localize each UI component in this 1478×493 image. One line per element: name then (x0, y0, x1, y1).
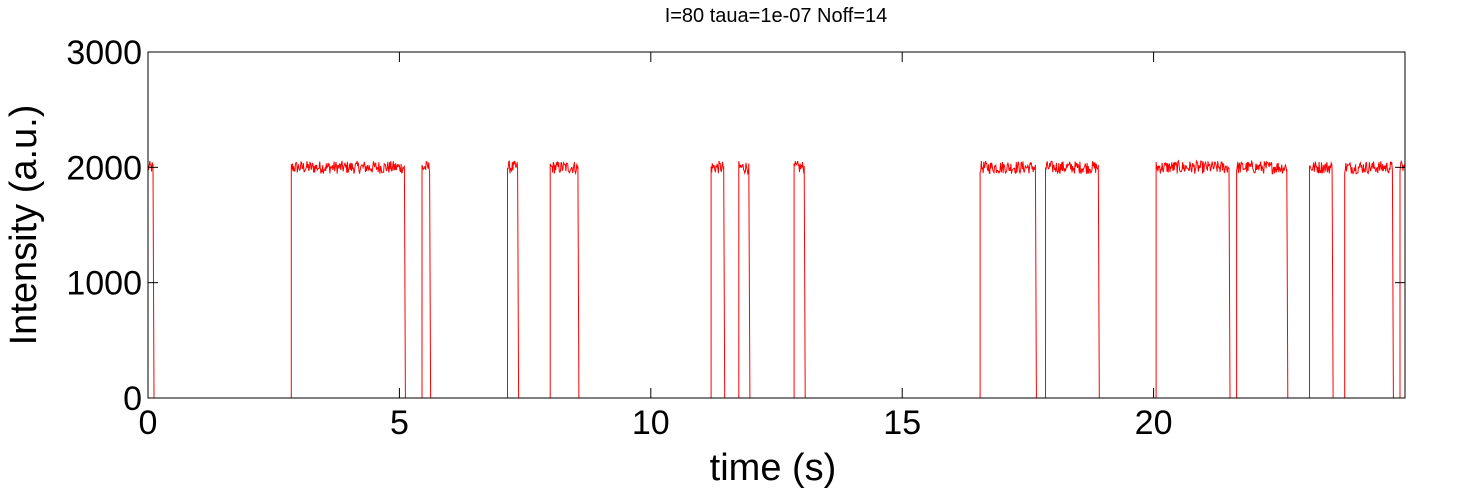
y-tick-label: 1000 (66, 265, 142, 303)
series-layer (147, 159, 1406, 399)
x-tick-label: 10 (632, 404, 670, 442)
y-axis-label: Intensity (a.u.) (3, 105, 45, 346)
x-tick-label: 5 (390, 404, 409, 442)
ticks-layer: 0 5 10 15 20 0 1000 2000 3000 (66, 34, 1405, 442)
series-line (147, 159, 1406, 399)
x-tick-label: 20 (1135, 404, 1173, 442)
y-tick-label: 0 (123, 380, 142, 418)
x-tick-label: 15 (883, 404, 921, 442)
x-tick-label: 0 (139, 404, 158, 442)
y-tick-label: 2000 (66, 149, 142, 187)
y-tick-label: 3000 (66, 34, 142, 72)
plot-frame (147, 51, 1406, 399)
x-axis-label: time (s) (710, 447, 837, 489)
chart-title: I=80 taua=1e-07 Noff=14 (665, 5, 888, 27)
plot-area (148, 52, 1405, 398)
